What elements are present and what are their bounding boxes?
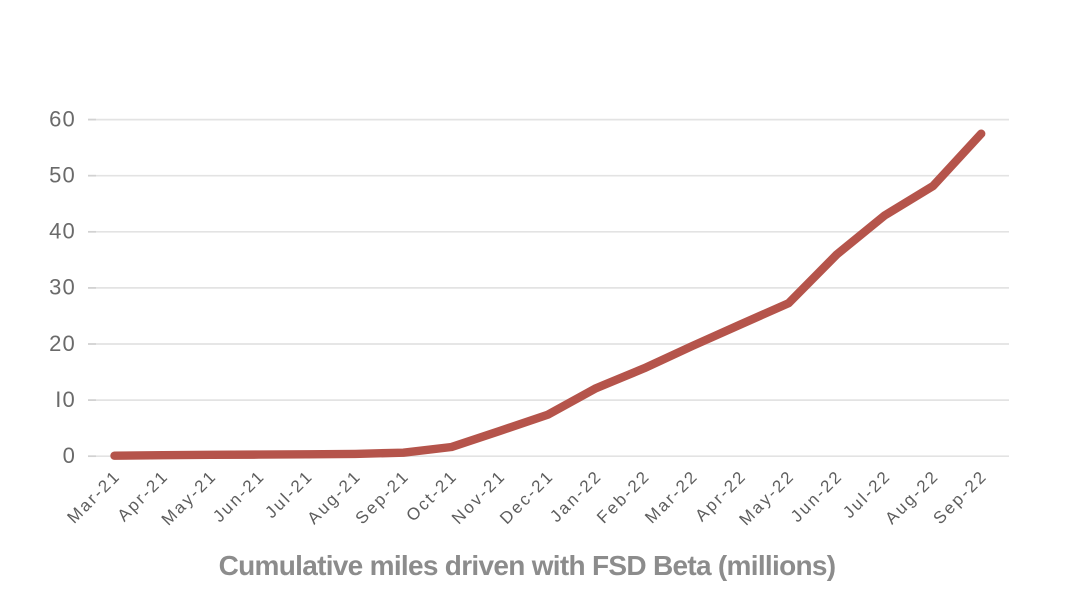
svg-text:Jun-22: Jun-22: [787, 466, 847, 526]
svg-text:Mar-22: Mar-22: [641, 466, 702, 527]
svg-text:60: 60: [49, 106, 76, 131]
svg-text:I0: I0: [55, 387, 76, 412]
svg-text:0: 0: [63, 443, 76, 468]
svg-text:30: 30: [49, 275, 76, 300]
svg-text:Sep-21: Sep-21: [352, 466, 414, 528]
svg-text:50: 50: [49, 163, 76, 188]
svg-text:Cumulative miles driven with F: Cumulative miles driven with FSD Beta (m…: [219, 550, 836, 581]
svg-text:Sep-22: Sep-22: [929, 466, 991, 528]
svg-text:Mar-21: Mar-21: [63, 466, 124, 527]
svg-text:Jun-21: Jun-21: [209, 466, 269, 526]
svg-text:Dec-21: Dec-21: [496, 466, 558, 528]
svg-text:20: 20: [49, 331, 76, 356]
svg-text:40: 40: [49, 219, 76, 244]
